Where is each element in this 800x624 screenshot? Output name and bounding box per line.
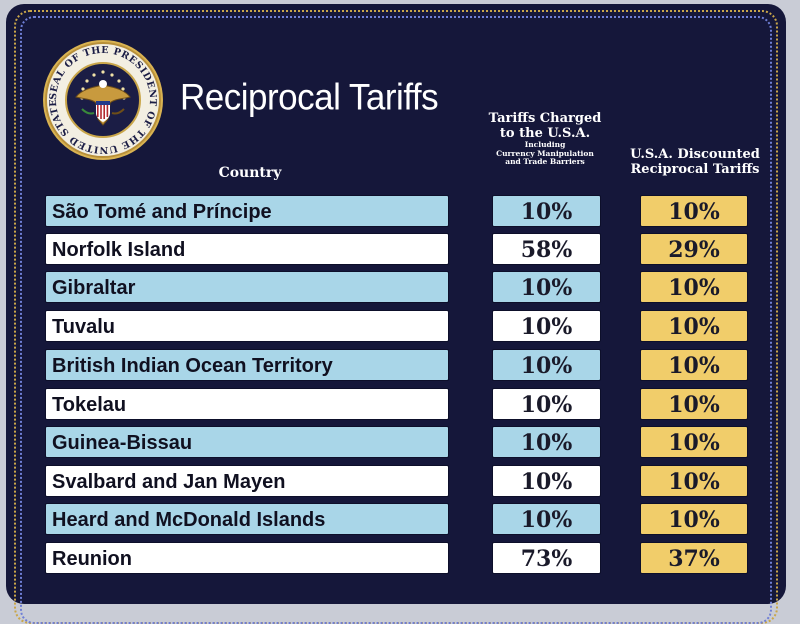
discounted-tariff-cell: 37% (640, 542, 748, 574)
column-header-discount-line2: Reciprocal Tariffs (630, 161, 760, 177)
discounted-tariff-cell: 10% (640, 310, 748, 342)
charged-tariff-cell: 10% (492, 195, 601, 227)
country-cell: Reunion (45, 542, 449, 574)
table-row: Heard and McDonald Islands 10% 10% (0, 503, 800, 535)
country-cell: Tokelau (45, 388, 449, 420)
table-row: Tokelau 10% 10% (0, 388, 800, 420)
charged-tariff-cell: 10% (492, 388, 601, 420)
charged-tariff-cell: 10% (492, 271, 601, 303)
column-header-charged-line1: Tariffs Charged (488, 111, 602, 126)
column-header-charged-note3: and Trade Barriers (505, 157, 585, 167)
table-row: Svalbard and Jan Mayen 10% 10% (0, 465, 800, 497)
discounted-tariff-cell: 10% (640, 388, 748, 420)
country-cell: British Indian Ocean Territory (45, 349, 449, 381)
discounted-tariff-cell: 10% (640, 195, 748, 227)
charged-tariff-cell: 10% (492, 465, 601, 497)
charged-tariff-cell: 10% (492, 310, 601, 342)
discounted-tariff-cell: 10% (640, 426, 748, 458)
country-cell: Gibraltar (45, 271, 449, 303)
column-header-country: Country (218, 165, 282, 181)
table-row: British Indian Ocean Territory 10% 10% (0, 349, 800, 381)
column-header-charged-line2: to the U.S.A. (499, 125, 591, 141)
discounted-tariff-cell: 10% (640, 349, 748, 381)
country-cell: Guinea-Bissau (45, 426, 449, 458)
table-row: Gibraltar 10% 10% (0, 271, 800, 303)
charged-tariff-cell: 10% (492, 349, 601, 381)
column-header-discount-line1: U.S.A. Discounted (630, 147, 760, 162)
page-title: Reciprocal Tariffs (180, 77, 439, 118)
table-row: Tuvalu 10% 10% (0, 310, 800, 342)
charged-tariff-cell: 10% (492, 503, 601, 535)
country-cell: Svalbard and Jan Mayen (45, 465, 449, 497)
presidential-seal-icon: SEAL OF THE PRESIDENT OF THE UNITED STAT… (42, 39, 163, 160)
charged-tariff-cell: 73% (492, 542, 601, 574)
discounted-tariff-cell: 29% (640, 233, 748, 265)
discounted-tariff-cell: 10% (640, 465, 748, 497)
discounted-tariff-cell: 10% (640, 271, 748, 303)
column-header-charged-note2: Currency Manipulation (496, 148, 594, 158)
column-header-charged-note1: Including (524, 140, 566, 150)
country-cell: Heard and McDonald Islands (45, 503, 449, 535)
table-row: Reunion 73% 37% (0, 542, 800, 574)
country-cell: Tuvalu (45, 310, 449, 342)
charged-tariff-cell: 58% (492, 233, 601, 265)
country-cell: São Tomé and Príncipe (45, 195, 449, 227)
table-row: São Tomé and Príncipe 10% 10% (0, 195, 800, 227)
table-row: Guinea-Bissau 10% 10% (0, 426, 800, 458)
table-row: Norfolk Island 58% 29% (0, 233, 800, 265)
charged-tariff-cell: 10% (492, 426, 601, 458)
country-cell: Norfolk Island (45, 233, 449, 265)
discounted-tariff-cell: 10% (640, 503, 748, 535)
column-header-discounted-tariffs: U.S.A. Discounted Reciprocal Tariffs (615, 147, 775, 177)
column-header-tariffs-charged: Tariffs Charged to the U.S.A. Including … (475, 111, 615, 167)
